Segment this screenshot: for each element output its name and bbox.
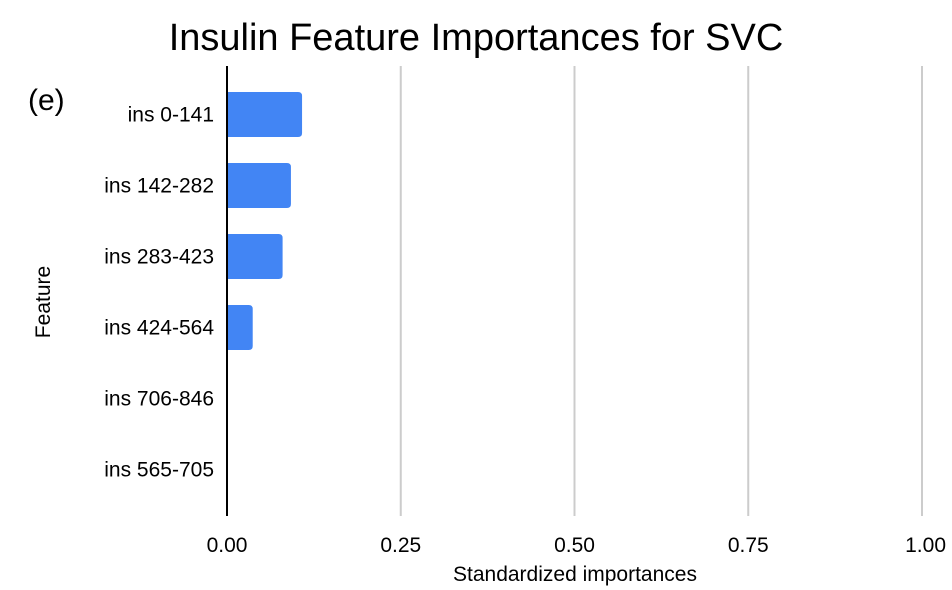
y-tick-label: ins 565-705 xyxy=(104,459,214,482)
x-tick-label: 0.75 xyxy=(728,534,769,557)
y-tick-label: ins 283-423 xyxy=(104,246,214,269)
bar xyxy=(227,234,283,279)
x-axis-label: Standardized importances xyxy=(453,563,697,586)
bars xyxy=(227,92,303,350)
chart-title: Insulin Feature Importances for SVC xyxy=(169,17,784,59)
gridlines xyxy=(399,66,923,516)
y-axis-label: Feature xyxy=(32,266,55,338)
x-tick-labels: 0.00 0.25 0.50 0.75 1.00 xyxy=(207,534,946,557)
bar xyxy=(227,305,253,350)
x-tick-label: 0.50 xyxy=(554,534,595,557)
y-tick-labels: ins 0-141 ins 142-282 ins 283-423 ins 424-5… xyxy=(104,104,214,482)
x-tick-label: 1.00 xyxy=(905,534,946,557)
y-tick-label: ins 0-141 xyxy=(128,104,214,127)
y-tick-label: ins 424-564 xyxy=(104,317,214,340)
y-tick-label: ins 706-846 xyxy=(104,388,214,411)
bar xyxy=(227,92,303,137)
panel-label: (e) xyxy=(28,84,65,117)
x-tick-label: 0.25 xyxy=(380,534,421,557)
y-tick-label: ins 142-282 xyxy=(104,175,214,198)
bar xyxy=(227,163,291,208)
x-tick-label: 0.00 xyxy=(207,534,248,557)
